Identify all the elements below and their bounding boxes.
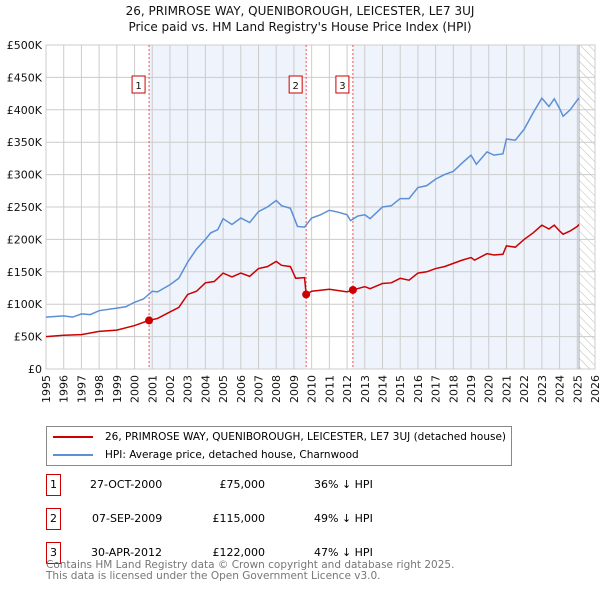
legend-label: 26, PRIMROSE WAY, QUENIBOROUGH, LEICESTE… bbox=[105, 431, 507, 443]
hpi-line bbox=[45, 96, 580, 318]
y-tick-label: £500K bbox=[7, 39, 43, 52]
sale-marker-box bbox=[335, 75, 350, 94]
sale-price: £122,000 bbox=[212, 546, 266, 559]
y-tick-label: £0 bbox=[28, 363, 42, 376]
x-tick-label: 2021 bbox=[500, 375, 513, 403]
x-tick-label: 2011 bbox=[323, 375, 336, 403]
legend: 26, PRIMROSE WAY, QUENIBOROUGH, LEICESTE… bbox=[46, 426, 512, 466]
y-tick-label: £100K bbox=[7, 298, 43, 311]
x-tick-label: 2010 bbox=[306, 375, 319, 403]
marker-badge: 3 bbox=[46, 542, 61, 564]
footer-line: This data is licensed under the Open Gov… bbox=[46, 570, 381, 582]
x-tick-label: 2020 bbox=[483, 375, 496, 403]
x-tick-label: 2024 bbox=[554, 375, 567, 403]
x-tick-label: 1995 bbox=[40, 375, 53, 403]
x-tick-label: 2016 bbox=[412, 375, 425, 403]
y-tick-label: £50K bbox=[14, 331, 43, 344]
sale-marker-label: 2 bbox=[292, 81, 298, 92]
hpi-diff: 47% ↓ HPI bbox=[314, 546, 373, 559]
chart-title: 26, PRIMROSE WAY, QUENIBOROUGH, LEICESTE… bbox=[125, 4, 475, 18]
legend-label: HPI: Average price, detached house, Char… bbox=[105, 449, 359, 461]
sale-marker-box bbox=[131, 75, 146, 94]
red-line-swatch bbox=[53, 436, 93, 438]
sale-point bbox=[145, 316, 154, 325]
x-tick-label: 2023 bbox=[536, 375, 549, 403]
x-tick-label: 2026 bbox=[589, 375, 600, 403]
x-tick-label: 2000 bbox=[129, 375, 142, 403]
y-tick-label: £400K bbox=[7, 104, 43, 117]
sale-marker-label: 3 bbox=[339, 81, 345, 92]
sale-date: 30-APR-2012 bbox=[91, 546, 163, 559]
table-row: 3 30-APR-2012 £122,000 47% ↓ HPI bbox=[46, 542, 446, 564]
x-tick-label: 2015 bbox=[394, 375, 407, 403]
x-tick-label: 1996 bbox=[58, 375, 71, 403]
x-tick-label: 2007 bbox=[253, 375, 266, 403]
x-tick-label: 2004 bbox=[199, 375, 212, 403]
hpi-diff: 36% ↓ HPI bbox=[314, 478, 373, 491]
marker-badge: 1 bbox=[46, 474, 61, 496]
blue-line-swatch bbox=[53, 454, 93, 456]
footer-line: Contains HM Land Registry data © Crown c… bbox=[46, 559, 455, 571]
x-tick-label: 2019 bbox=[465, 375, 478, 403]
price-chart: 1995 1996 1997 1998 1999 2000 2001 2002 2003 2004… bbox=[7, 39, 600, 403]
sale-date: 07-SEP-2009 bbox=[92, 512, 163, 525]
y-tick-label: £150K bbox=[7, 266, 43, 279]
sale-price: £115,000 bbox=[212, 512, 266, 525]
table-row: 2 07-SEP-2009 £115,000 49% ↓ HPI bbox=[46, 508, 446, 530]
x-tick-label: 2003 bbox=[182, 375, 195, 403]
x-tick-label: 2008 bbox=[270, 375, 283, 403]
x-tick-label: 1998 bbox=[93, 375, 106, 403]
marker-badge: 2 bbox=[46, 508, 61, 530]
legend-item-hpi: HPI: Average price, detached house, Char… bbox=[53, 449, 359, 461]
x-tick-label: 1997 bbox=[75, 375, 88, 403]
x-tick-label: 2005 bbox=[217, 375, 230, 403]
x-tick-label: 2006 bbox=[235, 375, 248, 403]
sale-date: 27-OCT-2000 bbox=[90, 478, 163, 491]
sale-point bbox=[348, 285, 357, 294]
x-tick-label: 2012 bbox=[341, 375, 354, 403]
footer: Contains HM Land Registry data © Crown c… bbox=[46, 560, 454, 582]
x-tick-label: 1999 bbox=[111, 375, 124, 403]
x-tick-label: 2013 bbox=[359, 375, 372, 403]
y-tick-label: £300K bbox=[7, 169, 43, 182]
sale-marker-box bbox=[288, 75, 303, 94]
sale-price: £75,000 bbox=[219, 478, 266, 491]
sale-marker-label: 1 bbox=[135, 81, 141, 92]
x-tick-label: 2018 bbox=[447, 375, 460, 403]
x-tick-label: 2014 bbox=[376, 375, 389, 403]
x-tick-label: 2022 bbox=[518, 375, 531, 403]
sale-point bbox=[302, 290, 311, 299]
chart-subtitle: Price paid vs. HM Land Registry's House … bbox=[128, 20, 472, 34]
y-tick-label: £350K bbox=[7, 136, 43, 149]
x-tick-label: 2025 bbox=[571, 375, 584, 403]
y-tick-label: £250K bbox=[7, 201, 43, 214]
hpi-diff: 49% ↓ HPI bbox=[314, 512, 373, 525]
x-tick-label: 2009 bbox=[288, 375, 301, 403]
plot-frame bbox=[45, 44, 596, 370]
y-tick-label: £450K bbox=[7, 71, 43, 84]
legend-item-property: 26, PRIMROSE WAY, QUENIBOROUGH, LEICESTE… bbox=[53, 431, 506, 443]
y-tick-label: £200K bbox=[7, 233, 43, 246]
x-tick-label: 2001 bbox=[146, 375, 159, 403]
table-row: 1 27-OCT-2000 £75,000 36% ↓ HPI bbox=[46, 474, 446, 496]
x-tick-label: 2017 bbox=[430, 375, 443, 403]
x-tick-label: 2002 bbox=[164, 375, 177, 403]
